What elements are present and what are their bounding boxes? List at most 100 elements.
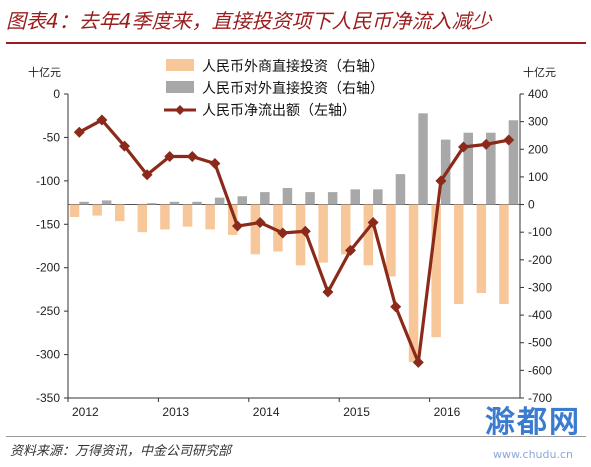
net-outflow-point: [209, 157, 221, 169]
net-outflow-point: [186, 151, 198, 163]
odi-bar: [237, 196, 247, 205]
right-tick-label: -200: [528, 253, 552, 267]
fdi-bar: [205, 204, 215, 230]
right-tick-label: 300: [528, 115, 548, 129]
fdi-bar: [341, 204, 351, 255]
odi-bar: [79, 201, 89, 205]
watermark: 滁都网: [485, 405, 581, 440]
odi-bar: [147, 203, 157, 205]
net-outflow-point: [322, 286, 334, 298]
odi-bar: [260, 192, 270, 205]
left-axis-ticks: 0 -50 -100 -150 -200 -250 -300 -350: [36, 87, 68, 405]
right-tick-label: -400: [528, 308, 552, 322]
legend-label-odi: 人民币对外直接投资（右轴）: [202, 80, 384, 97]
right-axis-unit: 十亿元: [523, 65, 556, 79]
net-outflow-point: [232, 220, 243, 232]
left-tick-label: -150: [36, 217, 60, 231]
right-tick-label: -100: [528, 225, 552, 239]
legend-swatch-fdi: [166, 59, 194, 71]
fdi-bar: [92, 204, 102, 216]
left-tick-label: -50: [43, 130, 61, 144]
odi-bar: [169, 201, 180, 205]
net-outflow-point: [345, 244, 356, 256]
net-outflow-point: [299, 225, 311, 237]
bar-layer: [69, 113, 519, 363]
odi-bar: [101, 200, 112, 205]
right-tick-label: 100: [528, 170, 548, 184]
fdi-bar: [228, 204, 238, 235]
legend-swatch-odi: [166, 81, 194, 93]
odi-bar: [463, 132, 473, 205]
x-tick-label: 2012: [72, 405, 99, 419]
odi-bar: [350, 189, 360, 205]
legend: 人民币外商直接投资（右轴） 人民币对外直接投资（右轴） 人民币净流出额（左轴）: [164, 58, 384, 119]
right-tick-label: 400: [528, 87, 548, 101]
net-outflow-point: [254, 217, 266, 229]
right-tick-label: 0: [528, 198, 535, 212]
fdi-bar: [160, 204, 170, 230]
odi-bar: [282, 187, 293, 205]
x-tick-label: 2015: [343, 405, 370, 419]
fdi-bar: [363, 204, 374, 266]
right-tick-label: -300: [528, 280, 552, 294]
net-outflow-point: [435, 175, 447, 187]
right-tick-label: -500: [528, 336, 552, 350]
net-outflow-point: [164, 151, 176, 163]
fdi-bar: [431, 204, 441, 338]
fdi-bar: [454, 204, 464, 305]
line-layer: [73, 114, 515, 368]
left-axis-unit: 十亿元: [28, 65, 61, 79]
fdi-bar: [137, 204, 148, 233]
net-outflow-point: [367, 217, 379, 229]
net-outflow-point: [141, 169, 153, 181]
x-axis-ticks: 2012 2013 2014 2015 2016: [67, 398, 461, 419]
fdi-bar: [182, 204, 193, 227]
legend-label-net: 人民币净流出额（左轴）: [202, 103, 356, 119]
fdi-bar: [318, 204, 328, 263]
left-tick-label: -250: [36, 304, 60, 318]
net-outflow-point: [412, 356, 424, 368]
odi-bar: [395, 174, 406, 205]
fdi-bar: [476, 204, 487, 293]
source-divider: [6, 436, 586, 437]
fdi-bar: [499, 204, 509, 305]
odi-bar: [192, 201, 202, 205]
odi-bar: [486, 132, 496, 205]
legend-marker-net: [175, 105, 185, 115]
net-outflow-point: [458, 141, 469, 153]
left-tick-label: -300: [36, 348, 60, 362]
net-outflow-line: [78, 118, 510, 364]
left-tick-label: 0: [53, 87, 60, 101]
net-outflow-point: [390, 301, 402, 313]
odi-bar: [305, 192, 315, 205]
odi-bar: [214, 197, 225, 205]
fdi-bar: [295, 204, 306, 266]
net-outflow-point: [480, 138, 492, 150]
left-tick-label: -200: [36, 261, 60, 275]
fdi-bar: [69, 204, 80, 217]
x-tick-label: 2016: [434, 405, 461, 419]
x-tick-label: 2013: [162, 405, 189, 419]
right-tick-label: -600: [528, 363, 552, 377]
left-tick-label: -100: [36, 174, 60, 188]
net-outflow-point: [277, 227, 289, 239]
net-outflow-point: [119, 140, 130, 152]
x-tick-label: 2014: [253, 405, 280, 419]
net-outflow-point: [96, 114, 108, 126]
source-note: 资料来源：万得资讯，中金公司研究部: [10, 444, 232, 459]
right-tick-label: 200: [528, 142, 548, 156]
right-axis-ticks: 400 300 200 100 0 -100 -200 -300 -400 -500 -600 -70…: [520, 87, 552, 405]
odi-bar: [373, 189, 383, 205]
odi-bar: [508, 120, 519, 205]
fdi-bar: [386, 204, 396, 277]
watermark-url: www.chudu.cn: [493, 448, 573, 461]
legend-label-fdi: 人民币外商直接投资（右轴）: [202, 58, 384, 75]
fdi-bar: [250, 204, 261, 255]
title-divider: [6, 42, 586, 44]
chart-title: 图表4：去年4季度来，直接投资项下人民币净流入减少: [6, 9, 492, 33]
fdi-bar: [115, 204, 125, 222]
net-outflow-point: [503, 134, 515, 146]
odi-bar: [418, 113, 428, 205]
right-tick-label: -700: [528, 391, 552, 405]
gridlines: [67, 94, 521, 399]
